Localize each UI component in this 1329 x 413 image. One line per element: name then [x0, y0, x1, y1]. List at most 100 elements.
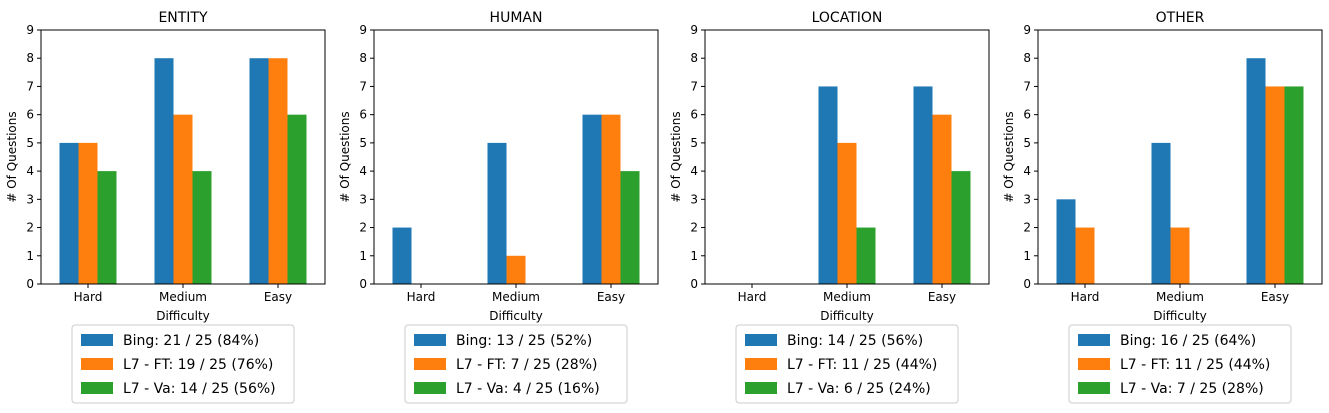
legend-swatch	[414, 358, 446, 370]
chart-panel-human: HUMAN 0 1 2 3 4 5 6 7 8 9 Hard Medium Easy Difficulty #…	[338, 10, 659, 404]
bar	[249, 58, 269, 284]
y-tick-label: 6	[1023, 108, 1031, 122]
bar	[818, 86, 838, 284]
y-tick-label: 4	[26, 164, 34, 178]
legend-swatch	[81, 334, 113, 346]
bar	[951, 171, 971, 284]
legend-label: L7 - Va: 6 / 25 (24%)	[787, 381, 931, 397]
legend-swatch	[81, 382, 113, 394]
legend: Bing: 14 / 25 (56%) L7 - FT: 11 / 25 (44%…	[735, 324, 959, 404]
chart-panel-other: OTHER 0 1 2 3 4 5 6 7 8 9 Hard Medium Easy Difficulty #…	[1002, 10, 1323, 404]
y-axis-label: # Of Questions	[5, 111, 19, 202]
y-tick-label: 3	[26, 192, 34, 206]
x-axis-label: Difficulty	[1153, 309, 1207, 323]
bar	[287, 114, 307, 285]
legend-box	[735, 324, 959, 404]
chart-title: OTHER	[1156, 10, 1205, 26]
x-tick-label: Easy	[928, 290, 956, 304]
y-tick-label: 2	[359, 221, 367, 235]
bar	[582, 114, 602, 285]
legend: Bing: 21 / 25 (84%) L7 - FT: 19 / 25 (76%…	[71, 324, 295, 404]
legend-swatch	[1078, 334, 1110, 346]
legend-swatch	[414, 334, 446, 346]
y-tick-label: 2	[690, 221, 698, 235]
bar	[601, 114, 621, 285]
legend: Bing: 16 / 25 (64%) L7 - FT: 11 / 25 (44%…	[1068, 324, 1292, 404]
bar	[837, 142, 857, 284]
y-tick-label: 7	[359, 79, 367, 93]
bar	[97, 171, 117, 284]
legend-label: L7 - FT: 7 / 25 (28%)	[456, 357, 597, 373]
y-tick-label: 2	[1023, 221, 1031, 235]
bar	[913, 86, 933, 284]
y-tick-label: 5	[26, 136, 34, 150]
y-tick-label: 9	[1023, 23, 1031, 37]
y-tick-label: 5	[359, 136, 367, 150]
y-axis-label: # Of Questions	[669, 111, 683, 202]
y-tick-label: 3	[690, 192, 698, 206]
chart-title: ENTITY	[158, 10, 208, 26]
bar	[932, 114, 952, 285]
legend-label: L7 - Va: 7 / 25 (28%)	[1120, 381, 1264, 397]
y-tick-label: 1	[26, 249, 34, 263]
legend-label: L7 - Va: 4 / 25 (16%)	[456, 381, 600, 397]
y-tick-label: 4	[359, 164, 367, 178]
chart-title: LOCATION	[812, 10, 883, 26]
chart-panel-entity: ENTITY 0 1 2 3 4 5 6 7 8 9 Hard Medium Easy Difficulty…	[5, 10, 326, 404]
x-tick-label: Medium	[492, 290, 540, 304]
y-tick-label: 4	[1023, 164, 1031, 178]
x-axis-label: Difficulty	[820, 309, 874, 323]
y-tick-label: 1	[690, 249, 698, 263]
chart-title: HUMAN	[490, 10, 543, 26]
bar	[1265, 86, 1285, 284]
bar	[1056, 199, 1076, 284]
bar	[59, 142, 79, 284]
bar	[1075, 227, 1095, 284]
chart-panel-location: LOCATION 0 1 2 3 4 5 6 7 8 9 Hard Medium Easy Difficul…	[669, 10, 990, 404]
bar	[268, 58, 288, 284]
y-tick-label: 6	[690, 108, 698, 122]
y-tick-label: 2	[26, 221, 34, 235]
x-tick-label: Hard	[407, 290, 436, 304]
y-tick-label: 6	[359, 108, 367, 122]
legend-label: Bing: 16 / 25 (64%)	[1120, 333, 1256, 349]
x-tick-label: Easy	[597, 290, 625, 304]
bar	[1246, 58, 1266, 284]
x-tick-label: Medium	[159, 290, 207, 304]
legend-label: Bing: 14 / 25 (56%)	[787, 333, 923, 349]
bar	[620, 171, 640, 284]
x-tick-label: Hard	[74, 290, 103, 304]
y-tick-label: 7	[1023, 79, 1031, 93]
legend-box	[71, 324, 295, 404]
y-tick-label: 8	[359, 51, 367, 65]
bar	[392, 227, 412, 284]
legend-label: Bing: 13 / 25 (52%)	[456, 333, 592, 349]
y-tick-label: 7	[690, 79, 698, 93]
y-tick-label: 3	[1023, 192, 1031, 206]
x-tick-label: Easy	[264, 290, 292, 304]
bar	[487, 142, 507, 284]
x-tick-label: Easy	[1261, 290, 1289, 304]
bar	[154, 58, 174, 284]
y-tick-label: 1	[1023, 249, 1031, 263]
legend-box	[404, 324, 628, 404]
legend-swatch	[1078, 358, 1110, 370]
bar	[506, 255, 526, 284]
y-axis-label: # Of Questions	[338, 111, 352, 202]
x-tick-label: Medium	[1156, 290, 1204, 304]
y-tick-label: 1	[359, 249, 367, 263]
legend-swatch	[745, 358, 777, 370]
legend-swatch	[745, 382, 777, 394]
legend-label: L7 - FT: 11 / 25 (44%)	[787, 357, 937, 373]
y-tick-label: 0	[690, 277, 698, 291]
legend-swatch	[1078, 382, 1110, 394]
bar	[1151, 142, 1171, 284]
x-tick-label: Hard	[1071, 290, 1100, 304]
x-tick-label: Hard	[738, 290, 767, 304]
bar	[192, 171, 212, 284]
legend-swatch	[81, 358, 113, 370]
y-tick-label: 4	[690, 164, 698, 178]
legend-swatch	[745, 334, 777, 346]
y-tick-label: 0	[26, 277, 34, 291]
